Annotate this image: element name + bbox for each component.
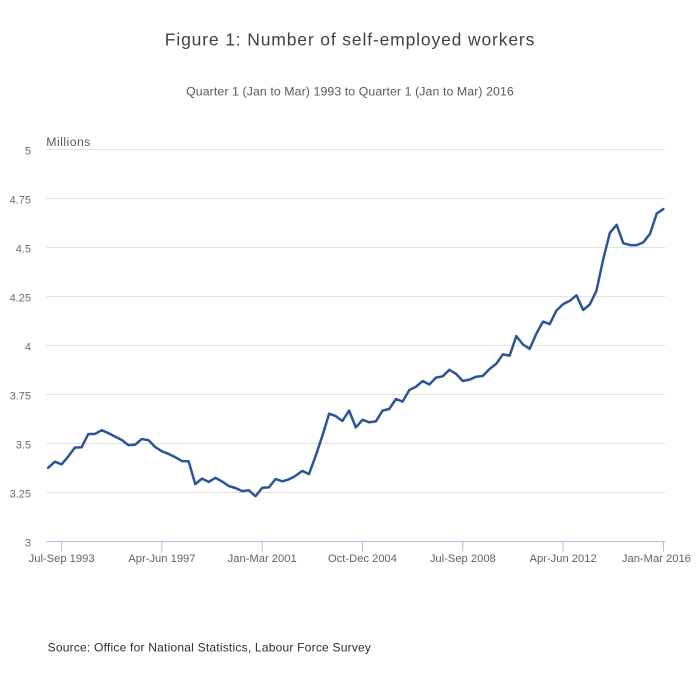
svg-text:4.25: 4.25	[10, 293, 31, 305]
svg-text:4: 4	[25, 342, 31, 354]
svg-text:3: 3	[25, 538, 31, 550]
svg-text:Oct-Dec 2004: Oct-Dec 2004	[328, 553, 397, 565]
svg-text:Apr-Jun 2012: Apr-Jun 2012	[530, 553, 597, 565]
svg-text:Millions: Millions	[46, 135, 91, 149]
svg-text:Jul-Sep 2008: Jul-Sep 2008	[430, 553, 496, 565]
svg-text:Jan-Mar 2016: Jan-Mar 2016	[622, 553, 691, 565]
svg-text:Source: Office for National St: Source: Office for National Statistics, …	[48, 641, 372, 655]
svg-text:Quarter 1 (Jan to Mar) 1993 to: Quarter 1 (Jan to Mar) 1993 to Quarter 1…	[186, 85, 514, 99]
svg-text:Jan-Mar 2001: Jan-Mar 2001	[228, 553, 297, 565]
svg-text:3.5: 3.5	[16, 440, 31, 452]
svg-text:Jul-Sep 1993: Jul-Sep 1993	[29, 553, 95, 565]
svg-text:3.25: 3.25	[10, 489, 31, 501]
svg-text:5: 5	[25, 146, 31, 158]
svg-text:4.75: 4.75	[10, 195, 31, 207]
svg-text:3.75: 3.75	[10, 391, 31, 403]
svg-text:Apr-Jun 1997: Apr-Jun 1997	[128, 553, 195, 565]
svg-text:Figure 1: Number of self-emplo: Figure 1: Number of self-employed worker…	[165, 30, 535, 50]
svg-text:4.5: 4.5	[16, 244, 31, 256]
